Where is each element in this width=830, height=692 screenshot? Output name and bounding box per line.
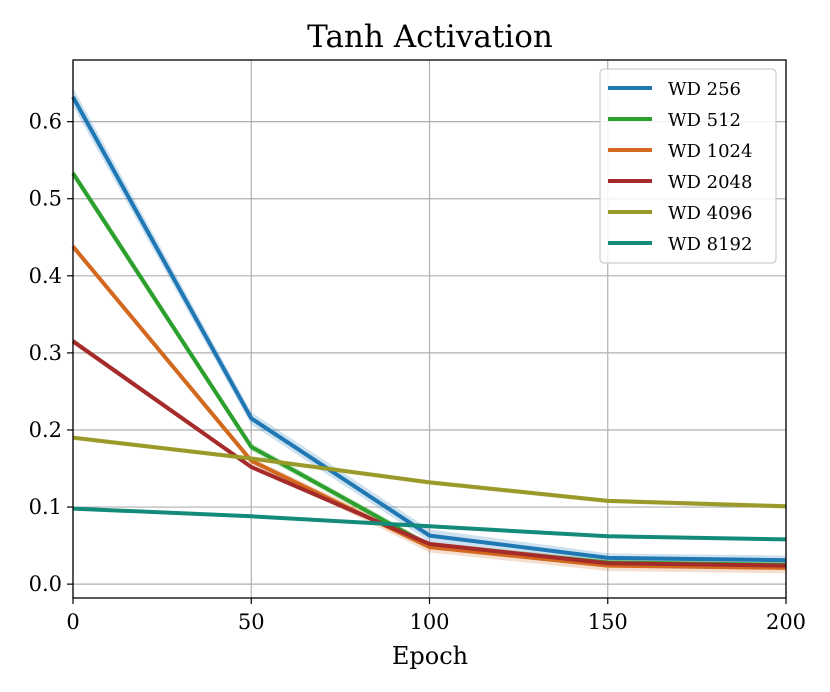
series-lines (71, 96, 787, 570)
series-line (71, 339, 787, 568)
x-tick-label: 150 (588, 610, 628, 634)
series-line (72, 435, 787, 509)
series-line (71, 96, 787, 563)
legend-items: WD 256 WD 512 WD 1024 WD 2048 WD 4096 WD 8192 (608, 79, 752, 255)
legend-label: WD 8192 (668, 234, 752, 255)
y-tick-label: 0.1 (29, 495, 62, 519)
legend: WD 256 WD 512 WD 1024 WD 2048 WD 4096 WD 8192 (599, 68, 777, 264)
x-axis-ticks: 0 50 100 150 200 (66, 598, 806, 634)
y-tick-label: 0.2 (29, 418, 62, 442)
y-tick-label: 0.0 (29, 572, 62, 596)
legend-label: WD 512 (668, 110, 741, 131)
x-tick-label: 0 (66, 610, 79, 634)
y-axis-ticks: 0.0 0.1 0.2 0.3 0.4 0.5 0.6 (29, 110, 73, 596)
y-tick-label: 0.3 (29, 341, 62, 365)
x-axis-label: Epoch (392, 642, 468, 670)
chart-title: Tanh Activation (307, 19, 553, 55)
y-tick-label: 0.5 (29, 187, 62, 211)
x-tick-label: 50 (238, 610, 265, 634)
series-line (72, 506, 787, 542)
legend-label: WD 1024 (668, 141, 752, 162)
legend-label: WD 256 (668, 79, 741, 100)
x-tick-label: 100 (409, 610, 449, 634)
legend-label: WD 2048 (668, 172, 752, 193)
legend-label: WD 4096 (668, 203, 752, 224)
y-tick-label: 0.4 (29, 264, 62, 288)
x-tick-label: 200 (766, 610, 806, 634)
series-line (71, 245, 787, 570)
y-tick-label: 0.6 (29, 110, 62, 134)
